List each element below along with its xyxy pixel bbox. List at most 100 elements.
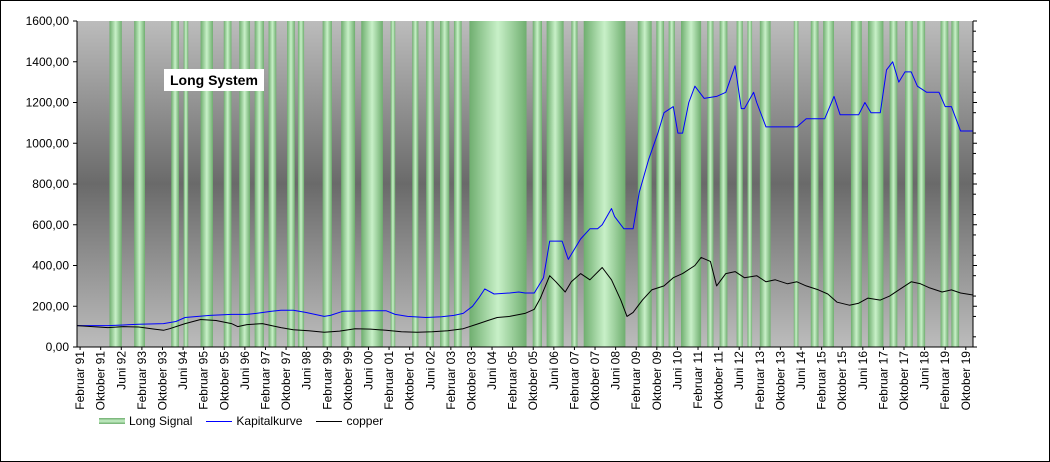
long-signal-band-13 [361,21,383,347]
x-tick-label-0: Februar 91 [73,351,87,410]
long-signal-band-40 [917,21,926,347]
long-signal-band-11 [322,21,332,347]
x-tick-label-26: Juni 08 [609,351,623,390]
legend: Long Signal Kapitalkurve copper [99,414,397,428]
x-tick-label-7: Oktober 95 [217,351,231,411]
x-tick-label-27: Februar 09 [629,351,643,410]
y-axis-labels: 0,00 200,00 400,00 600,00 800,00 1000,00 1200,… [26,14,70,354]
x-tick-label-20: Juni 04 [485,351,499,390]
long-signal-band-14 [390,21,396,347]
long-signal-band-6 [239,21,251,347]
y-tick-label-3: 600,00 [32,218,69,232]
long-signal-band-20 [532,21,542,347]
x-tick-label-36: Februar 15 [815,351,829,410]
long-signal-band-18 [453,21,462,347]
legend-label-kapitalkurve: Kapitalkurve [236,414,303,428]
x-tick-label-41: Juni 18 [918,351,932,390]
x-tick-label-2: Juni 92 [114,351,128,390]
long-signal-band-28 [707,21,714,347]
x-tick-label-29: Juni 10 [670,351,684,390]
long-signal-band-19 [469,21,527,347]
long-signal-band-39 [905,21,913,347]
long-signal-band-38 [889,21,898,347]
legend-swatch-copper [316,420,343,422]
long-signal-band-10 [297,21,305,347]
long-signal-band-33 [793,21,799,347]
long-signal-band-2 [171,21,179,347]
x-tick-label-1: Oktober 91 [94,351,108,411]
x-tick-label-10: Oktober 97 [279,351,293,411]
long-signal-band-36 [850,21,862,347]
x-tick-label-31: Oktober 11 [712,351,726,410]
x-tick-label-42: Februar 19 [938,351,952,410]
x-tick-label-17: Juni 02 [423,351,437,390]
x-tick-label-19: Oktober 03 [464,351,478,411]
x-tick-label-24: Februar 07 [567,351,581,410]
legend-item-long-signal: Long Signal [99,414,192,428]
long-signal-band-32 [759,21,771,347]
x-tick-label-34: Oktober 13 [773,351,787,411]
x-tick-label-11: Juni 98 [300,351,314,390]
x-tick-label-37: Oktober 15 [835,351,849,411]
long-signal-band-5 [223,21,232,347]
x-tick-label-3: Februar 93 [135,351,149,410]
x-tick-label-22: Oktober 05 [526,351,540,411]
long-signal-band-42 [951,21,960,347]
x-tick-label-8: Juni 96 [238,351,252,390]
x-tick-label-35: Juni 14 [794,351,808,390]
long-signal-band-16 [426,21,434,347]
legend-swatch-kapitalkurve [206,420,233,422]
x-tick-label-16: Oktober 01 [403,351,417,411]
long-signal-band-35 [823,21,834,347]
y-tick-label-5: 1000,00 [26,136,70,150]
long-signal-band-21 [546,21,564,347]
x-tick-label-43: Oktober 19 [959,351,973,411]
long-signal-band-15 [412,21,419,347]
long-signal-band-8 [268,21,277,347]
long-signal-band-12 [341,21,356,347]
x-tick-label-13: Oktober 99 [341,351,355,411]
long-signal-band-3 [183,21,189,347]
legend-label-copper: copper [346,414,384,428]
long-signal-band-31 [747,21,753,347]
long-signal-band-23 [583,21,626,347]
x-tick-label-21: Februar 05 [506,351,520,410]
long-signal-band-41 [940,21,949,347]
x-tick-label-18: Februar 03 [444,351,458,410]
x-tick-label-23: Juni 06 [547,351,561,390]
x-tick-label-6: Februar 95 [197,351,211,410]
series-line-kapitalkurve [77,61,973,327]
y-tick-label-8: 1600,00 [26,14,70,28]
long-signal-band-25 [656,21,665,347]
y-tick-label-0: 0,00 [46,340,70,354]
long-signal-band-37 [867,21,884,347]
long-signal-band-29 [719,21,728,347]
long-signal-band-22 [571,21,578,347]
long-signal-band-26 [668,21,675,347]
x-tick-label-9: Februar 97 [258,351,272,410]
y-axis-ticks [73,20,977,348]
legend-swatch-long-signal [99,418,125,424]
legend-item-kapitalkurve: Kapitalkurve [206,414,302,428]
x-tick-label-30: Februar 11 [691,351,705,409]
series-lines [76,61,974,333]
x-tick-label-4: Oktober 93 [155,351,169,411]
y-tick-label-6: 1200,00 [26,96,70,110]
long-signal-band-9 [287,21,295,347]
long-signal-band-34 [810,21,819,347]
x-tick-label-33: Februar 13 [753,351,767,410]
x-tick-label-12: Februar 99 [320,351,334,410]
y-tick-label-2: 400,00 [32,259,69,273]
x-tick-label-14: Juni 00 [361,351,375,390]
x-tick-label-38: Juni 16 [856,351,870,390]
x-tick-label-25: Oktober 07 [588,351,602,411]
y-tick-label-4: 800,00 [32,177,69,191]
x-tick-label-5: Juni 94 [176,351,190,390]
y-tick-label-1: 200,00 [32,299,69,313]
long-signal-band-7 [254,21,264,347]
x-tick-label-28: Oktober 09 [650,351,664,411]
long-signal-band-0 [109,21,122,347]
x-tick-label-40: Oktober 17 [897,351,911,411]
long-signal-band-4 [200,21,213,347]
